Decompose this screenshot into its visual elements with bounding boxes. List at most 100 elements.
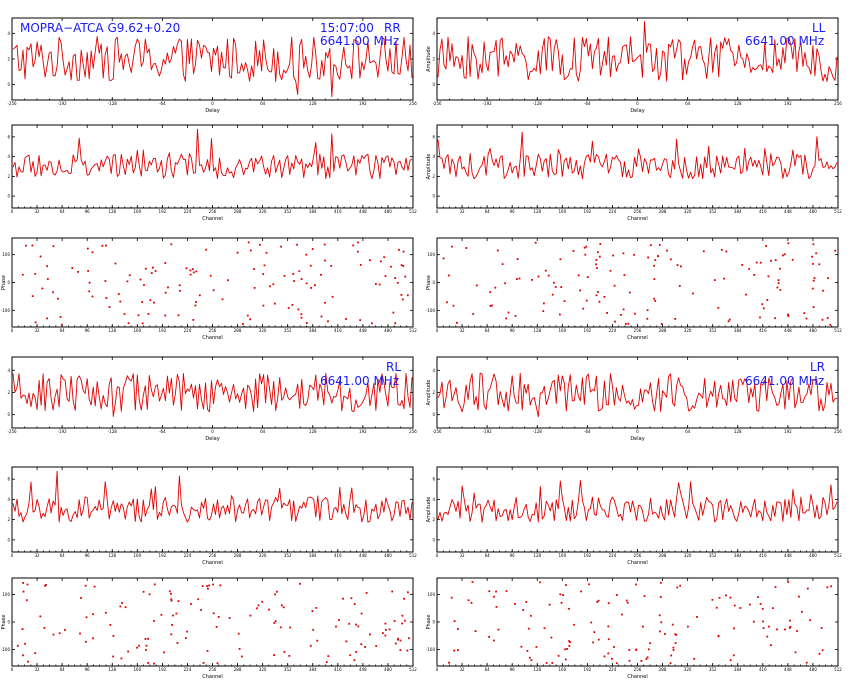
- data-point: [202, 662, 205, 664]
- x-tick-label: 352: [284, 553, 292, 558]
- data-point: [728, 318, 731, 321]
- data-point: [826, 317, 829, 319]
- data-point: [548, 603, 551, 606]
- data-point: [43, 627, 46, 629]
- data-point: [396, 281, 399, 284]
- data-point: [144, 267, 147, 270]
- data-point: [120, 657, 123, 660]
- data-point: [236, 251, 239, 254]
- data-point: [723, 277, 725, 280]
- x-tick-label: 416: [759, 209, 767, 214]
- data-point: [595, 263, 597, 266]
- data-point: [299, 582, 301, 585]
- x-tick-label: -128: [533, 429, 543, 434]
- x-axis-label: Delay: [630, 436, 644, 442]
- x-tick-label: 32: [35, 667, 41, 672]
- data-point: [647, 256, 649, 259]
- data-point: [147, 637, 149, 640]
- data-point: [542, 310, 545, 312]
- data-point: [606, 312, 608, 314]
- x-tick-label: 0: [636, 101, 639, 106]
- data-point: [772, 607, 774, 609]
- chart-lr-phase: 0 32 64 96 128 160 192 224 256 288 320 352 384 416 448…: [426, 577, 842, 680]
- data-point: [669, 662, 672, 665]
- y-tick-label: 4: [7, 154, 10, 159]
- data-point: [660, 621, 663, 624]
- x-tick-label: 64: [485, 553, 491, 558]
- data-point: [777, 282, 780, 285]
- data-point: [64, 629, 66, 631]
- data-point: [172, 614, 174, 617]
- x-tick-label: 64: [485, 328, 491, 333]
- data-point: [249, 614, 252, 617]
- data-point: [559, 313, 561, 316]
- data-point: [375, 645, 378, 647]
- data-point: [406, 294, 409, 297]
- data-point: [622, 252, 625, 255]
- data-point: [514, 315, 517, 317]
- data-point: [654, 300, 657, 302]
- data-point: [197, 598, 200, 601]
- data-trace: [437, 372, 838, 418]
- data-point: [467, 599, 470, 602]
- x-tick-label: -192: [58, 101, 68, 106]
- data-point: [599, 243, 602, 245]
- x-tick-label: 480: [384, 553, 392, 558]
- data-point: [633, 253, 635, 256]
- x-tick-label: 448: [784, 328, 792, 333]
- data-point: [718, 597, 721, 599]
- x-tick-label: 448: [359, 553, 367, 558]
- data-point: [603, 655, 606, 658]
- data-point: [457, 649, 459, 651]
- x-tick-label: 0: [436, 209, 439, 214]
- data-point: [297, 308, 300, 311]
- y-axis-label: Amplitude: [426, 497, 432, 523]
- data-point: [359, 319, 362, 321]
- data-point: [219, 584, 222, 587]
- data-point: [762, 307, 765, 310]
- data-point: [554, 286, 557, 288]
- data-point: [200, 609, 202, 611]
- data-point: [205, 248, 208, 251]
- data-point: [596, 601, 599, 603]
- data-point: [768, 625, 770, 628]
- data-point: [141, 301, 144, 303]
- data-point: [189, 269, 192, 272]
- data-point: [829, 323, 832, 326]
- data-point: [732, 654, 735, 657]
- data-point: [774, 586, 777, 588]
- data-point: [355, 623, 357, 626]
- plot-frame: [11, 237, 414, 328]
- x-tick-label: -64: [584, 429, 591, 434]
- data-point: [402, 250, 405, 253]
- x-tick-label: 416: [334, 667, 342, 672]
- y-tick-label: 2: [432, 57, 435, 62]
- data-point: [595, 294, 598, 297]
- x-tick-label: 320: [684, 553, 692, 558]
- data-point: [626, 601, 629, 604]
- data-point: [228, 617, 231, 619]
- data-point: [539, 581, 541, 584]
- y-axis-label: Amplitude: [426, 380, 432, 406]
- data-point: [646, 317, 649, 320]
- data-point: [154, 270, 157, 272]
- data-point: [559, 258, 562, 261]
- y-tick-label: 0: [7, 82, 10, 87]
- x-tick-label: 256: [634, 667, 642, 672]
- x-tick-label: 160: [558, 553, 566, 558]
- x-tick-label: 96: [510, 667, 516, 672]
- data-point: [779, 267, 781, 270]
- data-point: [597, 291, 599, 293]
- data-point: [408, 637, 410, 640]
- data-point: [678, 285, 681, 287]
- data-point: [215, 626, 218, 628]
- data-point: [145, 649, 147, 651]
- data-point: [674, 318, 677, 320]
- x-tick-label: 512: [409, 209, 417, 214]
- data-point: [748, 268, 751, 270]
- x-tick-label: 416: [759, 553, 767, 558]
- data-point: [586, 276, 589, 278]
- data-point: [46, 265, 48, 268]
- data-point: [562, 594, 564, 596]
- data-point: [827, 277, 829, 279]
